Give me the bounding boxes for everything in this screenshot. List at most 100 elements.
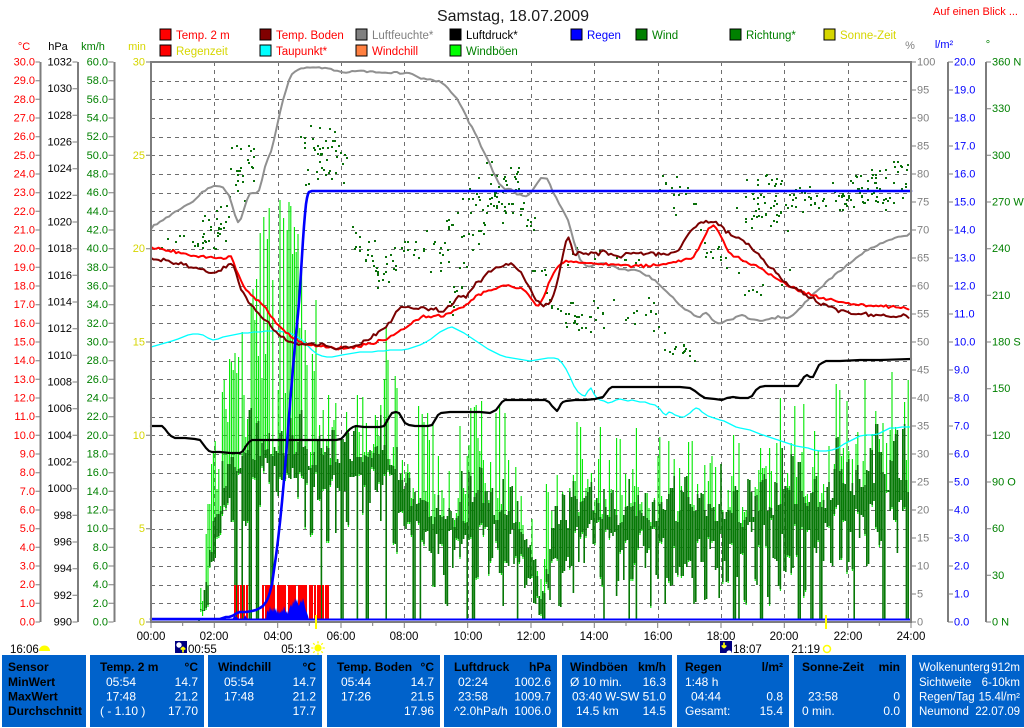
svg-text:0.0: 0.0 xyxy=(20,617,35,629)
svg-text:5: 5 xyxy=(139,523,145,535)
svg-text:13.0: 13.0 xyxy=(954,253,975,265)
svg-text:Sonne-Zeit: Sonne-Zeit xyxy=(802,660,864,674)
svg-text:22.0: 22.0 xyxy=(14,206,35,218)
svg-text:21.0: 21.0 xyxy=(14,225,35,237)
svg-text:28.0: 28.0 xyxy=(87,355,108,367)
svg-text:1012: 1012 xyxy=(48,323,72,335)
svg-text:60: 60 xyxy=(917,281,929,293)
svg-text:02:24: 02:24 xyxy=(458,675,488,689)
svg-text:23:58: 23:58 xyxy=(808,690,838,704)
svg-text:100: 100 xyxy=(917,57,935,69)
svg-text:23:58: 23:58 xyxy=(458,690,488,704)
svg-text:75: 75 xyxy=(917,197,929,209)
svg-text:MinWert: MinWert xyxy=(8,675,55,689)
svg-text:Samstag, 18.07.2009: Samstag, 18.07.2009 xyxy=(437,8,589,25)
svg-text:7.0: 7.0 xyxy=(954,421,969,433)
svg-text:14.7: 14.7 xyxy=(411,675,435,689)
svg-text:90: 90 xyxy=(917,113,929,125)
svg-text:13.0: 13.0 xyxy=(14,374,35,386)
svg-text:2.0: 2.0 xyxy=(93,598,108,610)
svg-text:°C: °C xyxy=(18,41,30,53)
svg-text:10: 10 xyxy=(917,561,929,573)
svg-text:2.0: 2.0 xyxy=(954,561,969,573)
svg-text:0.0: 0.0 xyxy=(954,617,969,629)
svg-text:18:00: 18:00 xyxy=(707,631,736,643)
svg-text:05:44: 05:44 xyxy=(341,675,371,689)
svg-text:21.5: 21.5 xyxy=(411,690,435,704)
svg-text:12:00: 12:00 xyxy=(517,631,546,643)
svg-text:30: 30 xyxy=(917,449,929,461)
svg-text:4.0: 4.0 xyxy=(93,579,108,591)
svg-text:46.0: 46.0 xyxy=(87,187,108,199)
svg-text:Sichtweite: Sichtweite xyxy=(919,677,971,689)
svg-text:16.3: 16.3 xyxy=(643,675,667,689)
svg-text:23.0: 23.0 xyxy=(14,187,35,199)
svg-text:8.0: 8.0 xyxy=(954,393,969,405)
svg-text:1002.6: 1002.6 xyxy=(514,675,551,689)
svg-text:3.0: 3.0 xyxy=(954,533,969,545)
svg-text:15.4: 15.4 xyxy=(760,704,784,718)
svg-text:16:06: 16:06 xyxy=(10,644,39,656)
svg-text:18.0: 18.0 xyxy=(87,449,108,461)
svg-text:26.0: 26.0 xyxy=(14,131,35,143)
svg-text:6.0: 6.0 xyxy=(93,561,108,573)
svg-text:1016: 1016 xyxy=(48,270,72,282)
svg-text:0 N: 0 N xyxy=(992,617,1009,629)
svg-text:0: 0 xyxy=(893,690,900,704)
svg-text:04:44: 04:44 xyxy=(691,690,721,704)
svg-text:^2.0hPa/h: ^2.0hPa/h xyxy=(454,704,508,718)
svg-text:6.0: 6.0 xyxy=(954,449,969,461)
svg-text:65: 65 xyxy=(917,253,929,265)
svg-text:21.2: 21.2 xyxy=(293,690,317,704)
svg-text:1.0: 1.0 xyxy=(954,589,969,601)
svg-text:14.0: 14.0 xyxy=(954,225,975,237)
svg-text:14.0: 14.0 xyxy=(87,486,108,498)
svg-text:85: 85 xyxy=(917,141,929,153)
svg-text:10.0: 10.0 xyxy=(14,430,35,442)
svg-text:1009.7: 1009.7 xyxy=(514,690,551,704)
svg-text:40: 40 xyxy=(917,393,929,405)
svg-text:20: 20 xyxy=(133,243,145,255)
svg-text:210: 210 xyxy=(992,290,1010,302)
svg-text:14.0: 14.0 xyxy=(14,355,35,367)
svg-text:28.0: 28.0 xyxy=(14,94,35,106)
svg-text:16:00: 16:00 xyxy=(644,631,673,643)
svg-text:0: 0 xyxy=(139,617,145,629)
svg-text:25: 25 xyxy=(133,150,145,162)
svg-text:58.0: 58.0 xyxy=(87,75,108,87)
svg-text:60.0: 60.0 xyxy=(87,57,108,69)
svg-text:9.0: 9.0 xyxy=(20,449,35,461)
svg-text:1004: 1004 xyxy=(48,430,72,442)
svg-text:10: 10 xyxy=(133,430,145,442)
svg-text:1.0: 1.0 xyxy=(20,598,35,610)
svg-text:15.4l/m²: 15.4l/m² xyxy=(978,692,1020,704)
svg-text:9.0: 9.0 xyxy=(954,365,969,377)
svg-text:( - 1.10 ): ( - 1.10 ) xyxy=(100,704,145,718)
svg-text:55: 55 xyxy=(917,309,929,321)
svg-text:32.0: 32.0 xyxy=(87,318,108,330)
svg-text:14.7: 14.7 xyxy=(293,675,317,689)
svg-text:120: 120 xyxy=(992,430,1010,442)
svg-text:20.0: 20.0 xyxy=(87,430,108,442)
svg-text:05:54: 05:54 xyxy=(224,675,254,689)
svg-text:1028: 1028 xyxy=(48,110,72,122)
svg-text:50.0: 50.0 xyxy=(87,150,108,162)
svg-text:50: 50 xyxy=(917,337,929,349)
svg-text:1008: 1008 xyxy=(48,377,72,389)
svg-text:992: 992 xyxy=(54,590,72,602)
svg-text:Regen: Regen xyxy=(685,660,722,674)
svg-text:00:55: 00:55 xyxy=(188,644,217,656)
svg-text:5: 5 xyxy=(917,589,923,601)
svg-text:45: 45 xyxy=(917,365,929,377)
svg-text:17.70: 17.70 xyxy=(168,704,198,718)
svg-text:4.0: 4.0 xyxy=(20,542,35,554)
svg-text:12.0: 12.0 xyxy=(14,393,35,405)
svg-text:05:54: 05:54 xyxy=(106,675,136,689)
svg-text:Luftdruck: Luftdruck xyxy=(454,660,510,674)
svg-text:l/m²: l/m² xyxy=(762,660,783,674)
svg-text:1014: 1014 xyxy=(48,297,72,309)
svg-text:1:48 h: 1:48 h xyxy=(685,675,718,689)
svg-text:Wolkenunterg: Wolkenunterg xyxy=(919,662,990,674)
svg-text:Auf einen Blick ...: Auf einen Blick ... xyxy=(933,6,1018,18)
svg-text:25: 25 xyxy=(917,477,929,489)
